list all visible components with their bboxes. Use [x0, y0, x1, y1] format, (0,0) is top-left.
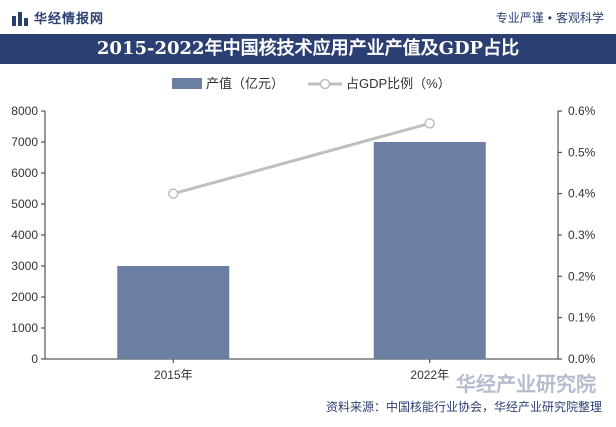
right-tick-label: 0.1% [568, 311, 596, 325]
bullet-icon: • [547, 11, 552, 25]
legend-label-bar: 产值（亿元） [206, 76, 284, 91]
left-tick-label: 7000 [11, 135, 38, 149]
bars [117, 142, 486, 359]
brand-name: 华经情报网 [34, 11, 105, 26]
axes: 0 1000 2000 3000 4000 5000 6000 7000 8000 0.0% 0.1… [11, 104, 595, 366]
right-tick-label: 0.5% [568, 145, 596, 159]
right-tick-label: 0.3% [568, 228, 596, 242]
right-tick-label: 0.2% [568, 269, 596, 283]
left-tick-label: 1000 [11, 321, 38, 335]
tagline-left: 专业严谨 [495, 11, 544, 25]
left-tick-label: 6000 [11, 166, 38, 180]
left-tick-label: 8000 [11, 104, 38, 118]
chart-title: 2015-2022年中国核技术应用产业产值及GDP占比 [96, 38, 520, 59]
left-tick-label: 2000 [11, 290, 38, 304]
legend-label-line: 占GDP比例（%） [346, 76, 451, 91]
tagline-right: 客观科学 [555, 11, 604, 25]
x-tick-label: 2015年 [154, 368, 193, 382]
brand: 华经情报网 [12, 8, 104, 27]
left-tick-label: 3000 [11, 259, 38, 273]
right-tick-label: 0.6% [568, 104, 596, 118]
tagline: 专业严谨 • 客观科学 [496, 9, 604, 26]
gdp-share-point [168, 188, 179, 199]
title-bar: 2015-2022年中国核技术应用产业产值及GDP占比 [0, 34, 616, 64]
line-series [168, 118, 435, 199]
gdp-share-point [424, 118, 435, 129]
left-tick-label: 0 [31, 352, 38, 366]
watermark-logo: 华经产业研究院 [456, 374, 596, 396]
x-axis-labels: 2015年 2022年 [154, 359, 449, 382]
legend: 产值（亿元） 占GDP比例（%） [172, 76, 451, 91]
source-note: 资料来源：中国核能行业协会，华经产业研究院整理 [325, 400, 602, 414]
chart: 产值（亿元） 占GDP比例（%） 0 1000 2000 3000 4000 5000 600… [11, 76, 595, 382]
left-tick-label: 5000 [11, 197, 38, 211]
gdp-share-line [172, 121, 431, 196]
bar [373, 142, 486, 359]
top-bar: 华经情报网 专业严谨 • 客观科学 [0, 0, 616, 34]
bar [117, 266, 230, 359]
legend-swatch-bar [172, 78, 202, 89]
x-tick-label: 2022年 [410, 368, 449, 382]
brand-logo-icon [12, 10, 28, 26]
right-tick-label: 0.4% [568, 187, 596, 201]
right-tick-label: 0.0% [568, 352, 596, 366]
legend-marker-icon [319, 78, 331, 90]
left-tick-label: 4000 [11, 228, 38, 242]
